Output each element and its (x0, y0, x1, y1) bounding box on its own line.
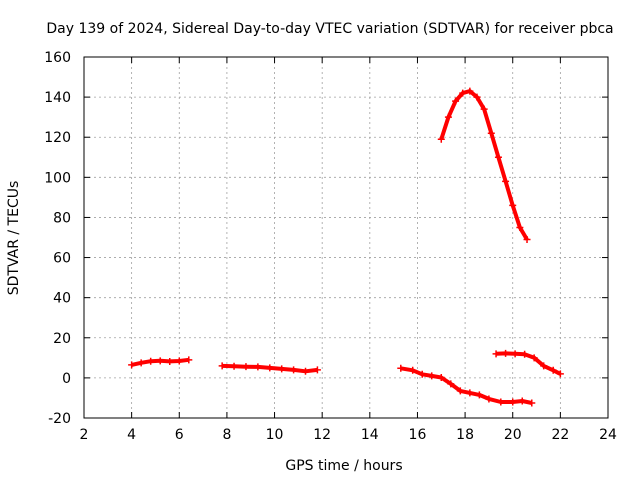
data-point (485, 395, 493, 403)
data-point (509, 201, 517, 209)
y-axis-label: SDTVAR / TECUs (6, 181, 22, 296)
data-point (466, 389, 474, 397)
data-point (502, 177, 510, 185)
data-point (242, 363, 250, 371)
data-point (518, 397, 526, 405)
x-tick-label: 24 (599, 427, 617, 443)
data-point (409, 366, 417, 374)
data-point (459, 89, 467, 97)
data-point (466, 87, 474, 95)
data-point (452, 97, 460, 105)
x-tick-label: 2 (80, 427, 89, 443)
data-point (549, 366, 557, 374)
data-point (487, 129, 495, 137)
data-point (428, 372, 436, 380)
y-tick-label: 120 (44, 130, 71, 146)
data-point (437, 135, 445, 143)
series-segment-3 (397, 364, 536, 407)
data-point (137, 359, 145, 367)
data-point (523, 236, 531, 244)
x-tick-label: 22 (551, 427, 569, 443)
data-point (156, 357, 164, 365)
data-point (397, 364, 405, 372)
x-tick-label: 8 (222, 427, 231, 443)
data-point (230, 362, 238, 370)
data-point (473, 93, 481, 101)
data-point (166, 357, 174, 365)
data-point (437, 373, 445, 381)
series-segment-1 (128, 356, 193, 369)
data-point (456, 387, 464, 395)
data-point (494, 153, 502, 161)
series-segment-2 (218, 362, 321, 375)
data-point (147, 357, 155, 365)
data-point (528, 399, 536, 407)
data-point (530, 354, 538, 362)
y-tick-label: 40 (53, 291, 71, 307)
data-point (302, 367, 310, 375)
data-point (516, 223, 524, 231)
y-tick-label: 140 (44, 90, 71, 106)
chart-title: Day 139 of 2024, Sidereal Day-to-day VTE… (46, 21, 613, 37)
y-tick-label: 0 (62, 371, 71, 387)
data-point (447, 380, 455, 388)
grid-lines (84, 57, 608, 418)
data-point (175, 357, 183, 365)
data-point (254, 363, 262, 371)
x-tick-label: 6 (175, 427, 184, 443)
data-point (266, 364, 274, 372)
data-point (556, 370, 564, 378)
data-point (480, 105, 488, 113)
x-tick-label: 18 (456, 427, 474, 443)
x-tick-label: 14 (361, 427, 379, 443)
y-tick-label: 20 (53, 331, 71, 347)
data-point (128, 361, 136, 369)
y-tick-label: 80 (53, 210, 71, 226)
data-point (497, 398, 505, 406)
x-tick-label: 20 (504, 427, 522, 443)
x-tick-label: 10 (266, 427, 284, 443)
y-tick-label: -20 (48, 411, 71, 427)
data-point (511, 350, 519, 358)
x-tick-label: 12 (313, 427, 331, 443)
data-point (418, 370, 426, 378)
y-tick-label: 100 (44, 170, 71, 186)
data-point (492, 350, 500, 358)
data-point (540, 362, 548, 370)
data-point (185, 356, 193, 364)
series-segment-4 (492, 349, 564, 378)
data-point (502, 349, 510, 357)
data-point (444, 113, 452, 121)
data-point (218, 362, 226, 370)
x-tick-label: 4 (127, 427, 136, 443)
data-point (290, 366, 298, 374)
y-tick-label: 160 (44, 50, 71, 66)
axis-ticks: 2 4 6 8 10 12 14 16 18 20 22 24-2002040608010012014… (44, 50, 617, 443)
series-segment-5 (437, 87, 531, 244)
data-point (313, 366, 321, 374)
x-tick-label: 16 (409, 427, 427, 443)
x-axis-label: GPS time / hours (285, 458, 402, 474)
data-point (475, 391, 483, 399)
y-tick-label: 60 (53, 251, 71, 267)
data-point (521, 350, 529, 358)
data-point (509, 398, 517, 406)
data-point (278, 365, 286, 373)
series-line (400, 366, 533, 405)
plot-frame (83, 56, 609, 419)
data-series (128, 87, 564, 407)
